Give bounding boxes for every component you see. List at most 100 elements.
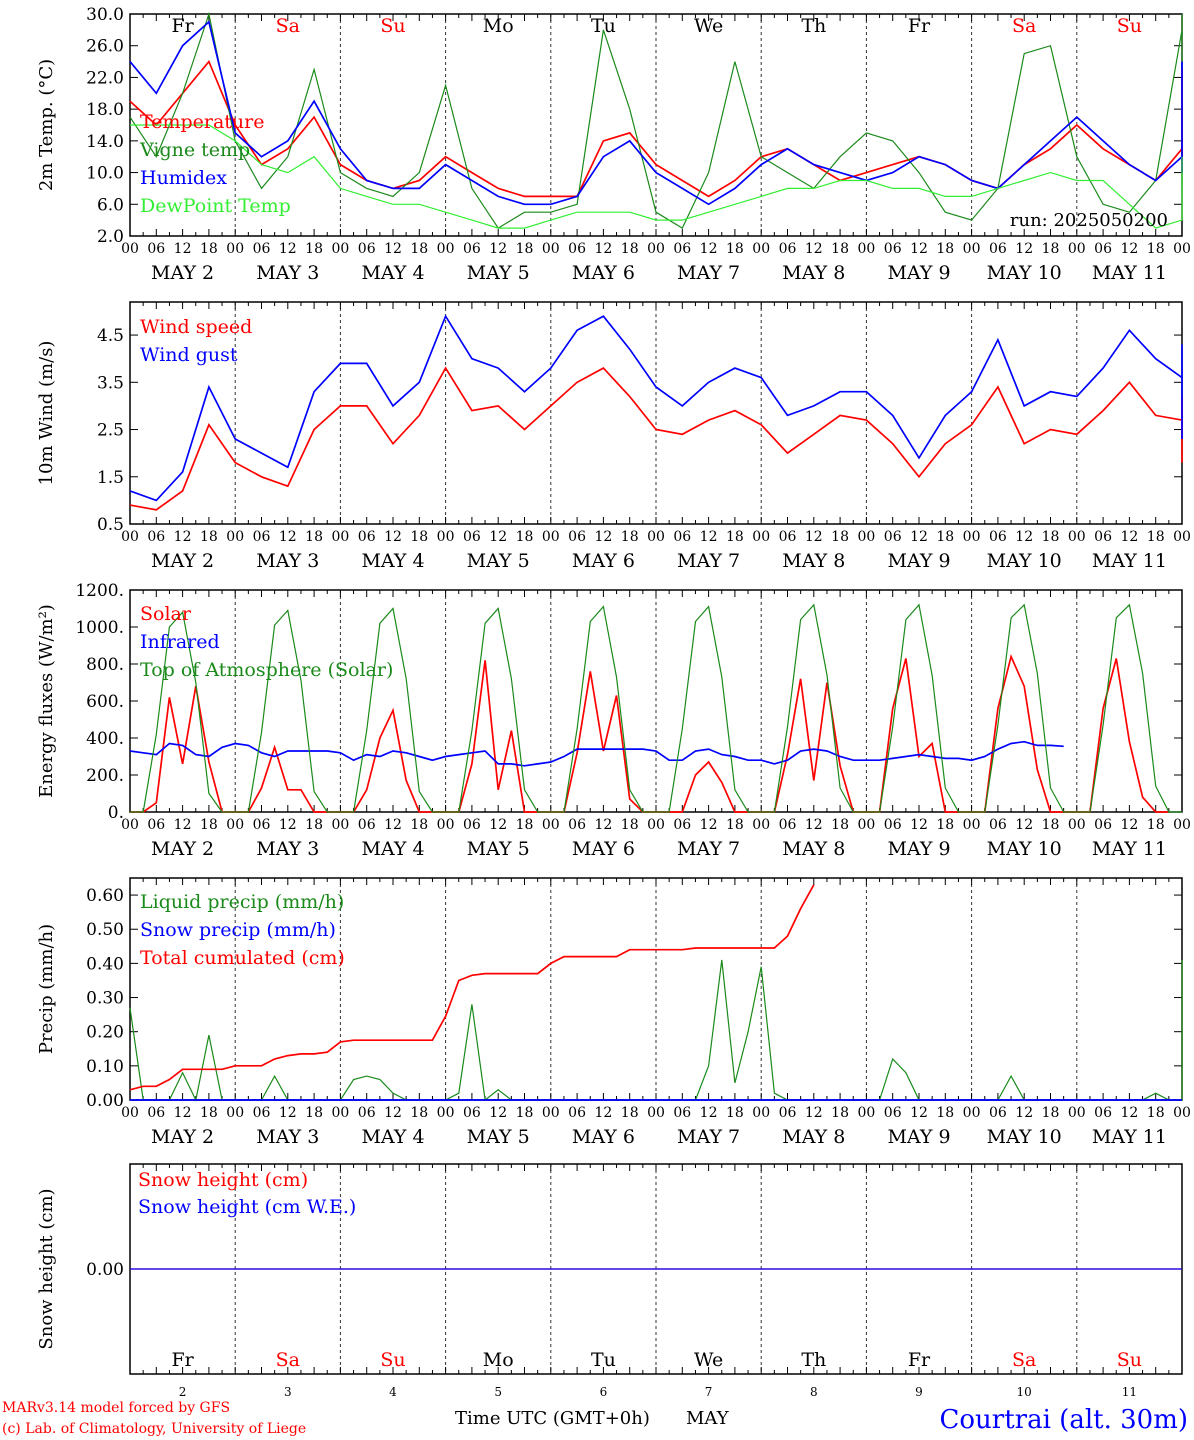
day-number: 7 — [705, 1385, 713, 1399]
hour-tick-label: 18 — [1147, 817, 1165, 833]
hour-tick-label: 12 — [910, 817, 928, 833]
hour-tick-label: 06 — [673, 1105, 691, 1121]
day-name-top: Su — [380, 15, 405, 37]
hour-tick-label: 06 — [779, 817, 797, 833]
hour-tick-label: 06 — [884, 817, 902, 833]
hour-tick-label: 00 — [542, 241, 560, 257]
hour-tick-label: 06 — [358, 1105, 376, 1121]
hour-tick-label: 18 — [305, 529, 323, 545]
day-name-bottom: Su — [1117, 1349, 1142, 1371]
hour-tick-label: 18 — [305, 241, 323, 257]
hour-tick-label: 00 — [857, 529, 875, 545]
hour-tick-label: 18 — [831, 241, 849, 257]
hour-tick-label: 00 — [1173, 241, 1191, 257]
hour-tick-label: 18 — [831, 1105, 849, 1121]
hour-tick-label: 00 — [542, 817, 560, 833]
hour-tick-label: 12 — [805, 529, 823, 545]
y-axis-label: Snow height (cm) — [36, 1188, 57, 1349]
hour-tick-label: 00 — [752, 241, 770, 257]
hour-tick-label: 06 — [779, 1105, 797, 1121]
day-name-bottom: Sa — [276, 1349, 300, 1371]
hour-tick-label: 12 — [805, 1105, 823, 1121]
day-date-label: MAY 6 — [572, 1126, 635, 1148]
day-date-label: MAY 4 — [361, 838, 424, 860]
hour-tick-label: 18 — [305, 817, 323, 833]
hour-tick-label: 06 — [1094, 529, 1112, 545]
y-tick-label: 1000. — [75, 618, 124, 638]
day-name-bottom: Mo — [483, 1349, 514, 1371]
hour-tick-label: 00 — [437, 1105, 455, 1121]
series-line — [130, 124, 1183, 229]
day-number: 4 — [389, 1385, 397, 1399]
day-name-top: We — [694, 15, 723, 37]
legend-entry: Total cumulated (cm) — [140, 947, 345, 969]
day-name-top: Fr — [908, 15, 931, 37]
day-name-bottom: Su — [380, 1349, 405, 1371]
hour-tick-label: 12 — [1120, 817, 1138, 833]
hour-tick-label: 00 — [331, 1105, 349, 1121]
hour-tick-label: 00 — [963, 1105, 981, 1121]
series-line — [129, 740, 1064, 767]
day-date-label: MAY 11 — [1092, 550, 1167, 572]
hour-tick-label: 00 — [1068, 529, 1086, 545]
y-tick-label: 0.00 — [86, 1091, 124, 1111]
hour-tick-label: 06 — [463, 1105, 481, 1121]
hour-tick-label: 18 — [621, 529, 639, 545]
hour-tick-label: 00 — [647, 817, 665, 833]
legend-entry: Solar — [140, 603, 192, 625]
day-name-bottom: Sa — [1012, 1349, 1036, 1371]
hour-tick-label: 00 — [437, 529, 455, 545]
day-date-label: MAY 8 — [782, 838, 845, 860]
hour-tick-label: 18 — [516, 241, 534, 257]
day-name-top: Mo — [483, 15, 514, 37]
hour-tick-label: 12 — [279, 1105, 297, 1121]
y-tick-label: 200. — [86, 766, 124, 786]
legend-entry: Liquid precip (mm/h) — [140, 891, 344, 913]
hour-tick-label: 18 — [831, 529, 849, 545]
hour-tick-label: 00 — [226, 241, 244, 257]
hour-tick-label: 12 — [174, 529, 192, 545]
hour-tick-label: 12 — [910, 529, 928, 545]
hour-tick-label: 18 — [726, 817, 744, 833]
hour-tick-label: 00 — [226, 817, 244, 833]
hour-tick-label: 06 — [1094, 817, 1112, 833]
hour-tick-label: 06 — [358, 241, 376, 257]
hour-tick-label: 00 — [752, 817, 770, 833]
panel-3: 0. 200. 400. 600. 800. 1000. 1200. Energy fluxe… — [36, 581, 1191, 860]
hour-tick-label: 12 — [700, 1105, 718, 1121]
series-line — [129, 884, 815, 1091]
hour-tick-label: 06 — [568, 241, 586, 257]
hour-tick-label: 18 — [200, 817, 218, 833]
hour-tick-label: 00 — [121, 529, 139, 545]
day-date-label: MAY 6 — [572, 550, 635, 572]
hour-tick-label: 06 — [673, 241, 691, 257]
hour-tick-label: 00 — [647, 529, 665, 545]
hour-tick-label: 12 — [1015, 529, 1033, 545]
y-tick-label: 0.60 — [86, 886, 124, 906]
hour-tick-label: 12 — [489, 817, 507, 833]
hour-tick-label: 00 — [1173, 529, 1191, 545]
hour-tick-label: 18 — [200, 1105, 218, 1121]
hour-tick-label: 18 — [1147, 241, 1165, 257]
hour-tick-label: 00 — [1068, 241, 1086, 257]
hour-tick-label: 06 — [463, 529, 481, 545]
y-tick-label: 22.0 — [86, 68, 124, 88]
hour-tick-label: 00 — [857, 241, 875, 257]
hour-tick-label: 18 — [410, 529, 428, 545]
model-credit-line1: MARv3.14 model forced by GFS — [2, 1400, 230, 1416]
run-label: run: 2025050200 — [1010, 210, 1168, 231]
y-tick-label: 0.10 — [86, 1057, 124, 1077]
y-tick-label: 2.5 — [97, 421, 124, 441]
hour-tick-label: 12 — [489, 1105, 507, 1121]
hour-tick-label: 18 — [200, 241, 218, 257]
legend-entry: Vigne temp — [139, 139, 250, 161]
hour-tick-label: 00 — [963, 241, 981, 257]
day-name-top: Tu — [591, 15, 616, 37]
hour-tick-label: 12 — [1015, 241, 1033, 257]
day-date-label: MAY 9 — [887, 1126, 950, 1148]
hour-tick-label: 00 — [752, 529, 770, 545]
hour-tick-label: 06 — [989, 817, 1007, 833]
panel-1: 2.0 6.0 10.0 14.0 18.0 22.0 26.0 30.0 2m Temp. (… — [36, 5, 1191, 284]
hour-tick-label: 18 — [936, 241, 954, 257]
hour-tick-label: 00 — [542, 529, 560, 545]
